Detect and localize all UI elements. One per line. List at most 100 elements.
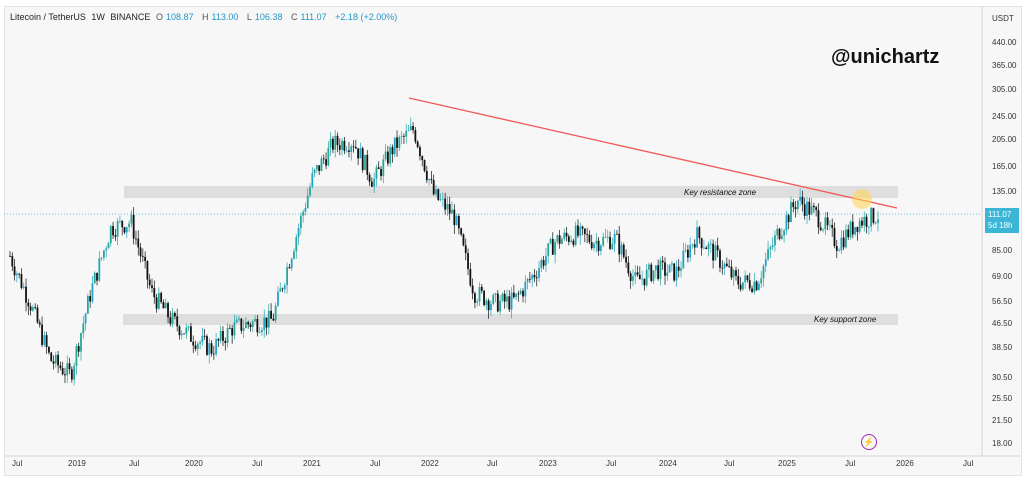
candle-body — [119, 220, 121, 222]
candle-body — [57, 354, 59, 366]
candle-body — [304, 207, 307, 212]
high-value: 113.00 — [211, 12, 239, 22]
trendline[interactable] — [408, 97, 898, 209]
candle-body — [670, 263, 673, 265]
candle-body — [48, 347, 50, 353]
candle-body — [845, 229, 847, 248]
candle-body — [238, 318, 240, 320]
symbol-name: Litecoin / TetherUS — [10, 12, 86, 22]
price-tick: 25.50 — [992, 394, 1013, 403]
time-axis[interactable]: Jul 2019 Jul 2020 Jul 2021 Jul 2022 Jul … — [12, 459, 973, 468]
candle-body — [233, 322, 236, 336]
candle-body — [146, 261, 149, 280]
candle-body — [618, 233, 621, 255]
time-tick: Jul — [370, 459, 380, 468]
candle-body — [691, 244, 694, 246]
price-axis[interactable]: USDT 440.00 365.00 305.00 245.00 205.00 … — [992, 14, 1017, 448]
candle-body — [597, 240, 600, 251]
candle-body — [643, 278, 646, 286]
candle-body — [267, 310, 270, 328]
candle-body — [657, 265, 660, 279]
candle-body — [59, 365, 62, 369]
candle-body — [315, 165, 318, 170]
candle-body — [277, 291, 279, 306]
candle-body — [361, 148, 364, 171]
candle-body — [469, 269, 472, 286]
candle-body — [707, 243, 710, 250]
candle-body — [499, 300, 502, 312]
candle-body — [423, 160, 426, 171]
candle-body — [595, 240, 598, 244]
candle-body — [725, 263, 728, 267]
candle-body — [840, 237, 843, 251]
candle-body — [645, 269, 648, 286]
candle-body — [613, 233, 616, 244]
candle-body — [377, 167, 380, 169]
candle-body — [128, 223, 130, 228]
symbol-legend[interactable]: Litecoin / TetherUS 1W BINANCE O 108.87 H… — [10, 12, 400, 22]
open-label: O — [155, 12, 163, 22]
candle-body — [453, 209, 456, 226]
candle-body — [739, 284, 742, 290]
candle-body — [627, 262, 630, 274]
price-axis-currency: USDT — [992, 14, 1014, 23]
candle-body — [462, 234, 465, 246]
candle-body — [730, 266, 733, 278]
time-tick: Jul — [606, 459, 616, 468]
candle-body — [808, 201, 811, 215]
candle-body — [345, 150, 348, 152]
candle-body — [510, 292, 513, 310]
time-tick: 2019 — [68, 459, 86, 468]
candle-body — [25, 286, 27, 303]
candle-body — [519, 290, 522, 294]
candle-body — [309, 186, 311, 196]
candle-body — [180, 333, 183, 336]
candle-body — [524, 281, 527, 297]
candle-body — [112, 225, 114, 236]
candle-body — [210, 343, 213, 354]
candle-body — [265, 317, 268, 328]
candle-body — [501, 293, 504, 301]
candle-body — [283, 285, 286, 290]
candle-body — [554, 241, 556, 255]
candle-body — [574, 225, 577, 245]
bar-countdown: 5d 18h — [988, 221, 1013, 230]
candle-body — [148, 279, 151, 286]
candle-body — [801, 196, 804, 205]
candle-body — [405, 130, 408, 137]
candle-body — [661, 260, 664, 263]
price-chart[interactable]: Key resistance zone Key support zone USD… — [4, 6, 1020, 476]
candle-body — [812, 205, 815, 208]
candle-body — [831, 224, 834, 228]
candle-body — [107, 243, 110, 249]
candle-body — [428, 179, 431, 181]
top-strip — [0, 0, 1024, 5]
lightning-icon[interactable]: ⚡ — [861, 434, 877, 450]
candle-body — [45, 335, 48, 348]
candle-body — [130, 214, 133, 224]
candle-body — [187, 326, 190, 328]
candle-body — [437, 189, 440, 200]
chart-frame — [4, 6, 1022, 476]
candle-body — [121, 220, 124, 228]
candle-body — [73, 366, 76, 380]
candle-body — [13, 266, 16, 276]
candle-body — [105, 248, 108, 251]
candle-body — [313, 169, 316, 174]
candle-body — [22, 286, 25, 288]
candle-body — [815, 207, 818, 211]
candle-body — [616, 233, 618, 235]
candle-body — [201, 335, 204, 343]
candle-body — [522, 290, 524, 297]
candle-body — [700, 238, 703, 249]
price-tick: 38.50 — [992, 343, 1013, 352]
candle-body — [794, 207, 797, 210]
candle-body — [196, 343, 199, 349]
candle-body — [75, 346, 78, 367]
candle-body — [281, 288, 284, 290]
price-tick: 30.50 — [992, 373, 1013, 382]
support-zone-label: Key support zone — [814, 315, 877, 324]
candle-body — [263, 317, 266, 330]
exchange: BINANCE — [110, 12, 151, 22]
candle-body — [226, 327, 229, 343]
